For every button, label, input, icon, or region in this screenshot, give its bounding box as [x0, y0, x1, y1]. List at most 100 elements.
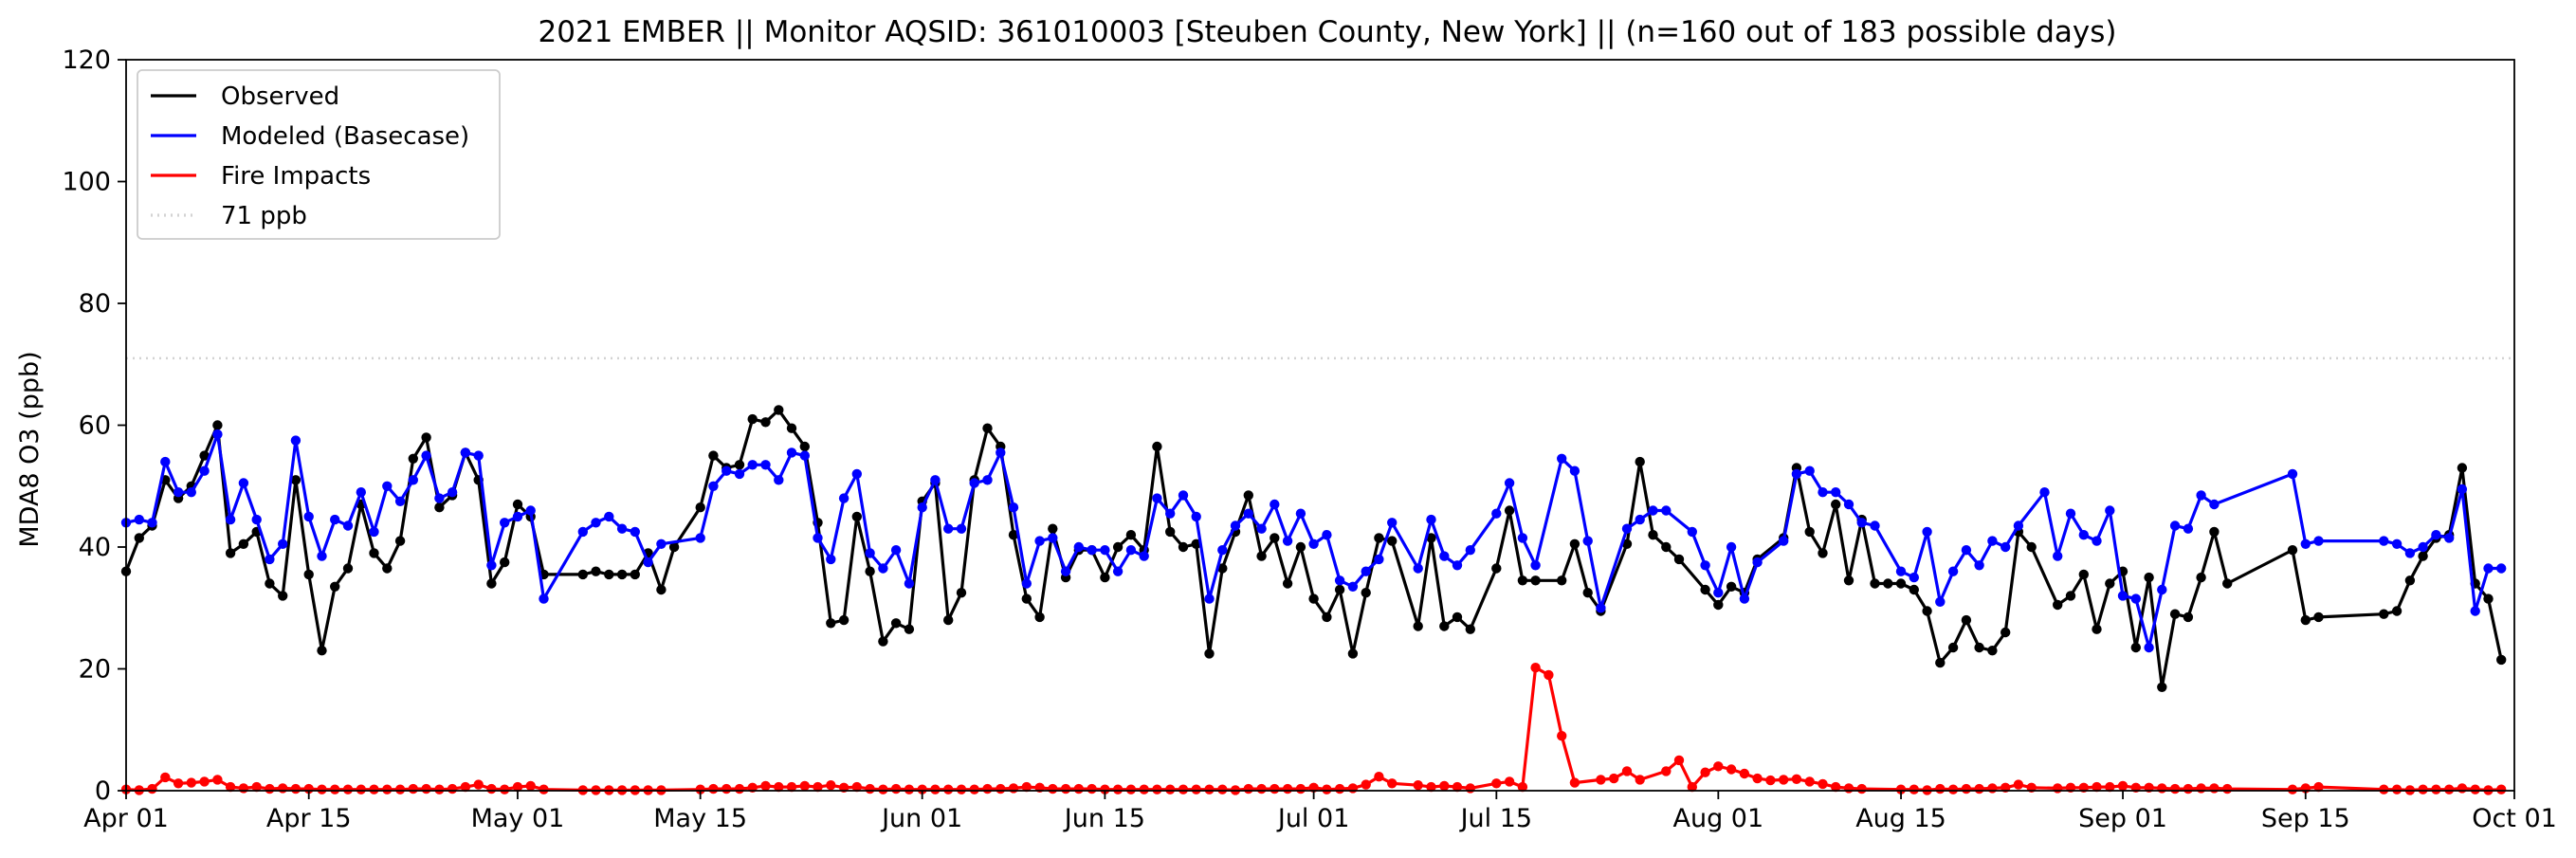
data-point: [2444, 784, 2455, 794]
x-tick-label: Apr 01: [83, 804, 169, 833]
data-point: [1295, 541, 1306, 553]
data-point: [317, 646, 327, 656]
data-point: [1295, 508, 1306, 519]
data-point: [2300, 614, 2311, 626]
data-point: [865, 566, 875, 576]
series-line: [125, 666, 2502, 792]
y-tick-label: 80: [79, 289, 111, 319]
data-point: [278, 783, 288, 794]
data-point: [1034, 536, 1045, 546]
data-point: [708, 783, 719, 794]
data-point: [2418, 541, 2428, 553]
data-point: [2300, 539, 2311, 549]
data-point: [1987, 783, 1998, 794]
data-point: [408, 453, 418, 464]
data-point: [591, 518, 601, 528]
data-point: [2287, 545, 2298, 556]
data-point: [1217, 545, 1228, 556]
data-point: [1596, 775, 1606, 785]
data-point: [1530, 663, 1541, 673]
data-point: [2209, 526, 2220, 538]
data-point: [878, 563, 888, 574]
data-point: [2092, 624, 2102, 634]
data-point: [382, 481, 393, 491]
data-point: [722, 783, 732, 794]
data-point: [826, 554, 836, 565]
data-point: [512, 781, 523, 793]
data-point: [2483, 593, 2494, 604]
y-tick-label: 60: [79, 411, 111, 441]
data-point: [865, 783, 875, 794]
data-point: [1974, 560, 1984, 571]
data-point: [421, 432, 431, 443]
data-point: [1831, 499, 1841, 510]
data-point: [1347, 783, 1359, 794]
data-point: [1270, 783, 1280, 794]
x-tick-label: Oct 01: [2472, 804, 2557, 833]
data-point: [1178, 490, 1189, 501]
data-point: [2483, 563, 2494, 574]
data-point: [2379, 784, 2389, 794]
data-point: [2287, 784, 2298, 794]
data-point: [2457, 463, 2468, 473]
data-point: [1112, 566, 1124, 576]
data-point: [212, 775, 223, 785]
data-point: [1700, 560, 1710, 571]
data-point: [890, 545, 902, 556]
data-point: [930, 784, 941, 794]
data-point: [1596, 603, 1606, 613]
data-point: [186, 487, 196, 498]
data-point: [1713, 599, 1724, 611]
data-point: [1870, 520, 1880, 531]
data-point: [421, 450, 431, 461]
data-point: [996, 783, 1006, 794]
data-point: [1152, 784, 1162, 794]
data-point: [434, 502, 445, 513]
data-point: [1726, 764, 1737, 775]
data-point: [1517, 781, 1528, 793]
data-point: [1752, 557, 1763, 568]
data-point: [1426, 514, 1436, 525]
data-point: [786, 781, 797, 793]
data-point: [1322, 612, 1332, 623]
data-point: [1557, 453, 1567, 464]
data-point: [1243, 490, 1254, 501]
data-point: [838, 614, 850, 626]
data-point: [2404, 548, 2416, 558]
data-point: [1112, 541, 1124, 553]
data-point: [2222, 578, 2233, 589]
data-point: [1687, 526, 1698, 538]
data-point: [851, 781, 862, 793]
data-point: [2105, 505, 2115, 516]
data-point: [577, 526, 588, 538]
data-point: [356, 487, 366, 498]
data-point: [813, 781, 823, 793]
data-point: [1779, 775, 1789, 785]
data-point: [1621, 766, 1633, 776]
data-point: [356, 784, 366, 794]
data-point: [969, 478, 979, 488]
data-point: [382, 563, 393, 574]
data-point: [774, 781, 784, 793]
data-point: [1322, 784, 1332, 794]
data-point: [2092, 781, 2102, 793]
data-point: [1491, 778, 1502, 789]
data-point: [1582, 588, 1593, 598]
data-point: [1334, 783, 1345, 794]
data-point: [290, 435, 301, 446]
data-point: [2404, 575, 2416, 586]
data-point: [2313, 612, 2324, 623]
data-point: [774, 475, 784, 485]
data-point: [1530, 575, 1541, 586]
data-point: [1361, 566, 1371, 576]
data-point: [1687, 781, 1698, 793]
x-tick-label: Jun 15: [1063, 804, 1145, 833]
data-point: [695, 502, 705, 513]
legend: Observed Modeled (Basecase) Fire Impacts 71…: [137, 69, 501, 240]
data-point: [786, 423, 797, 433]
data-point: [1726, 581, 1737, 592]
data-point: [1165, 784, 1176, 794]
data-point: [2157, 682, 2167, 692]
data-point: [1204, 784, 1215, 794]
x-tick-label: May 15: [653, 804, 747, 833]
